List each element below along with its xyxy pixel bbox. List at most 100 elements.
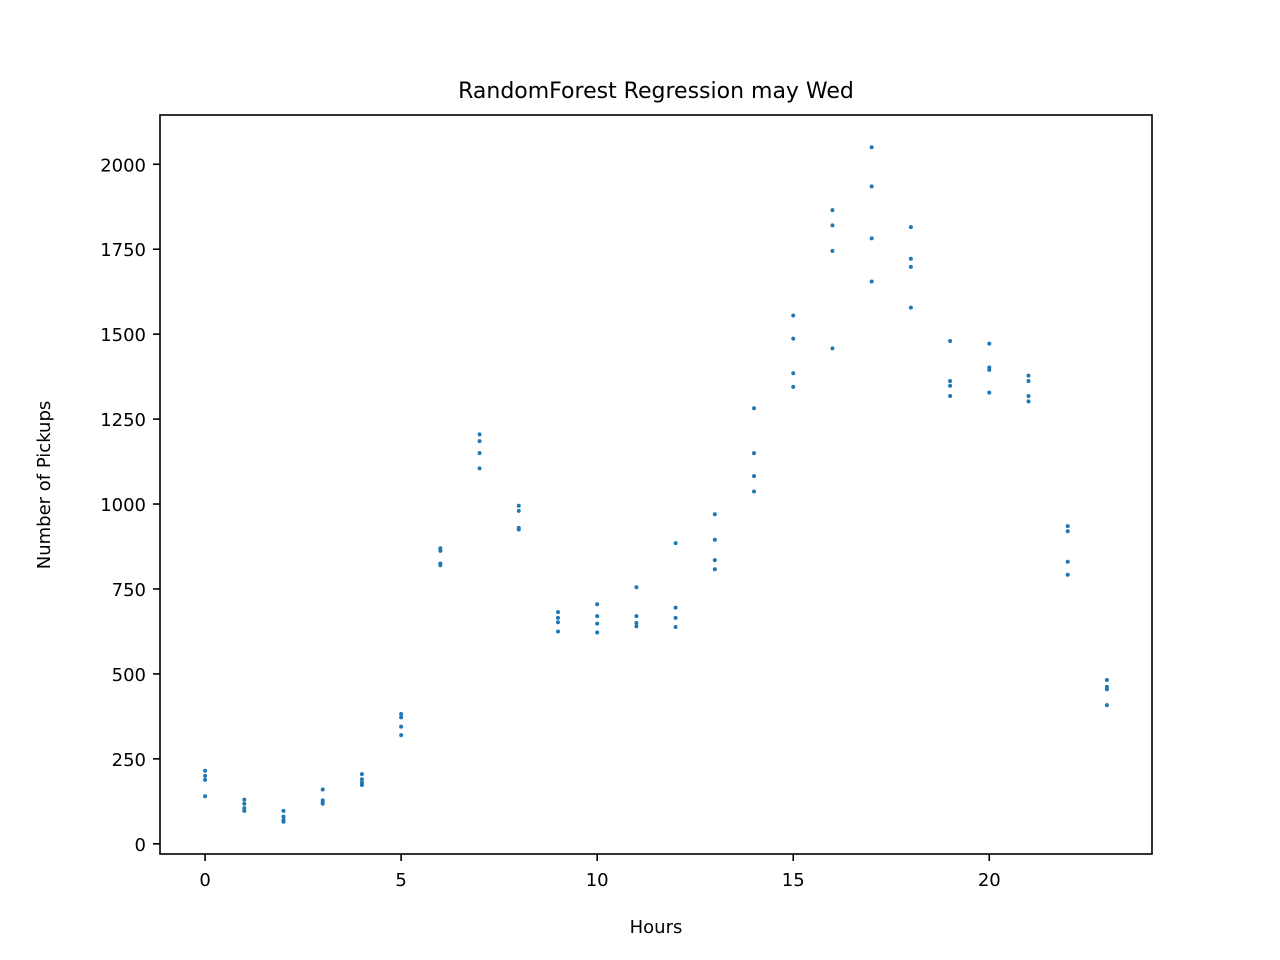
data-point (555, 615, 560, 620)
x-tick-label: 15 (782, 870, 805, 891)
data-point (203, 773, 208, 778)
data-point (477, 466, 482, 471)
data-point (359, 777, 364, 782)
data-point (987, 367, 992, 372)
data-point (1065, 572, 1070, 577)
data-point (948, 383, 953, 388)
y-tick-label: 1250 (100, 410, 146, 431)
data-point (359, 783, 364, 788)
data-point (987, 341, 992, 346)
data-point (830, 208, 835, 213)
data-point (438, 563, 443, 568)
data-point (948, 338, 953, 343)
data-point (399, 712, 404, 717)
y-tick-label: 0 (135, 835, 146, 856)
data-point (791, 371, 796, 376)
y-axis-label: Number of Pickups (34, 401, 55, 570)
y-axis: 0 250 500 750 1000 1250 1500 1750 2000 (100, 155, 160, 856)
data-point (477, 439, 482, 444)
data-point (673, 625, 678, 630)
data-point (908, 264, 913, 269)
data-point (673, 605, 678, 610)
data-point (1026, 393, 1031, 398)
data-point (830, 223, 835, 228)
data-point (399, 715, 404, 720)
data-point (712, 567, 717, 572)
y-tick-label: 1000 (100, 495, 146, 516)
data-point (830, 248, 835, 253)
y-tick-label: 750 (112, 580, 146, 601)
data-point (869, 236, 874, 241)
data-point (791, 384, 796, 389)
data-point (1104, 687, 1109, 692)
data-point (438, 548, 443, 553)
data-point (752, 489, 757, 494)
data-point (712, 512, 717, 517)
data-point (752, 406, 757, 411)
x-tick-label: 10 (586, 870, 609, 891)
data-point (869, 279, 874, 284)
data-point (634, 624, 639, 629)
data-point (712, 558, 717, 563)
y-tick-label: 1500 (100, 325, 146, 346)
data-point (634, 620, 639, 625)
data-point (948, 379, 953, 384)
data-point (712, 537, 717, 542)
data-point (1065, 559, 1070, 564)
data-point (948, 393, 953, 398)
data-point (634, 614, 639, 619)
data-point (908, 256, 913, 261)
data-point (1026, 379, 1031, 384)
data-point (281, 808, 286, 813)
data-points (203, 145, 1109, 824)
x-axis: 0 5 10 15 20 (199, 854, 1001, 891)
data-point (516, 503, 521, 508)
x-tick-label: 20 (978, 870, 1001, 891)
data-point (516, 508, 521, 513)
data-point (399, 733, 404, 738)
data-point (1104, 703, 1109, 708)
data-point (242, 808, 247, 813)
data-point (595, 602, 600, 607)
y-tick-label: 1750 (100, 240, 146, 261)
x-axis-label: Hours (630, 917, 683, 938)
data-point (555, 629, 560, 634)
data-point (634, 585, 639, 590)
data-point (359, 772, 364, 777)
data-point (595, 621, 600, 626)
data-point (908, 225, 913, 230)
y-tick-label: 2000 (100, 155, 146, 176)
data-point (673, 615, 678, 620)
data-point (281, 814, 286, 819)
data-point (595, 630, 600, 635)
data-point (1026, 373, 1031, 378)
data-point (869, 184, 874, 189)
data-point (987, 390, 992, 395)
data-point (320, 787, 325, 792)
data-point (203, 777, 208, 782)
y-tick-label: 500 (112, 665, 146, 686)
data-point (203, 794, 208, 799)
x-tick-label: 0 (199, 870, 210, 891)
data-point (830, 346, 835, 351)
data-point (242, 801, 247, 806)
data-point (477, 432, 482, 437)
data-point (203, 768, 208, 773)
data-point (752, 451, 757, 456)
data-point (399, 724, 404, 729)
chart-title: RandomForest Regression may Wed (458, 79, 854, 104)
data-point (242, 797, 247, 802)
data-point (1026, 399, 1031, 404)
data-point (555, 620, 560, 625)
data-point (869, 145, 874, 150)
data-point (477, 451, 482, 456)
data-point (752, 474, 757, 479)
data-point (281, 819, 286, 824)
data-point (1065, 529, 1070, 534)
data-point (791, 336, 796, 341)
plot-frame (159, 114, 1153, 855)
data-point (673, 541, 678, 546)
data-point (1104, 678, 1109, 683)
data-point (555, 610, 560, 615)
